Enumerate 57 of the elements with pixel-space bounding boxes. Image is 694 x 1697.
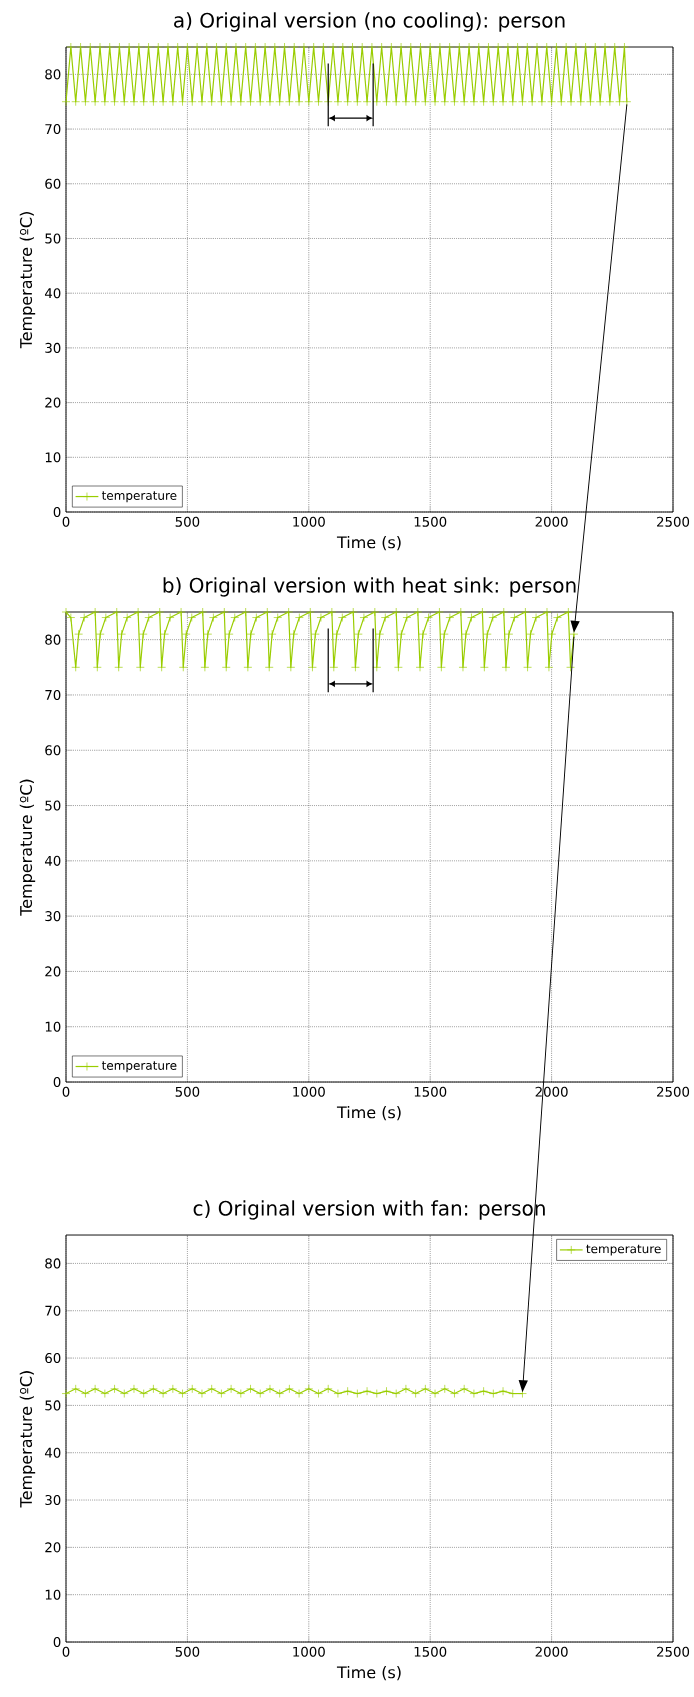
x-tick-label: 1500 [414,1646,447,1657]
y-tick-label: 70 [45,689,61,700]
x-tick-label: 2000 [535,1086,568,1097]
x-tick-label: 0 [62,516,70,527]
x-tick-label: 500 [175,516,200,527]
y-tick-label: 50 [45,233,61,244]
y-axis-title: Temperature (ºC) [19,212,36,349]
legend-label: temperature [586,1244,661,1256]
y-tick-label: 60 [45,1353,61,1364]
y-tick-label: 20 [45,1542,61,1553]
y-tick-label: 0 [53,1076,61,1088]
chart-title: a) Original version (no cooling): person [174,12,565,32]
x-tick-label: 2500 [657,1086,690,1097]
y-tick-label: 30 [45,342,61,353]
y-tick-label: 50 [45,800,61,811]
y-tick-label: 70 [45,1305,61,1316]
x-tick-label: 2000 [535,1646,568,1657]
legend-label: temperature [101,491,177,503]
x-tick-label: 2000 [535,516,568,527]
x-tick-label: 0 [62,1086,70,1097]
y-tick-label: 10 [45,1021,61,1032]
y-tick-label: 40 [44,1447,61,1458]
x-axis-title: Time (s) [336,1665,401,1681]
y-tick-label: 0 [53,1636,61,1648]
chart-title: b) Original version with heat sink: person [163,577,576,597]
y-tick-label: 10 [45,452,61,463]
y-tick-label: 50 [45,1400,61,1411]
x-tick-label: 0 [62,1646,70,1657]
x-axis-title: Time (s) [336,1105,401,1121]
y-tick-label: 30 [45,911,61,922]
y-axis-title: Temperature (ºC) [19,779,36,916]
y-tick-label: 20 [45,966,61,977]
x-tick-label: 1000 [293,516,325,527]
x-tick-label: 2500 [657,1646,690,1657]
y-tick-label: 80 [45,634,61,645]
y-tick-label: 60 [45,178,61,189]
x-tick-label: 500 [175,1646,200,1657]
x-axis-title: Time (s) [336,535,401,551]
x-tick-label: 1000 [293,1086,325,1097]
y-tick-label: 70 [45,124,61,135]
x-tick-label: 500 [175,1086,200,1097]
y-tick-label: 30 [45,1494,61,1506]
x-tick-label: 1000 [293,1646,325,1657]
y-tick-label: 60 [45,745,61,756]
y-tick-label: 40 [44,855,61,866]
y-axis-title: Temperature (ºC) [19,1371,36,1508]
y-tick-label: 0 [53,506,61,518]
y-tick-label: 10 [45,1589,61,1600]
legend-label: temperature [101,1061,177,1073]
chart-title: c) Original version with fan: person [193,1200,545,1220]
y-tick-label: 80 [45,1258,61,1269]
y-tick-label: 20 [45,397,61,408]
y-tick-label: 40 [44,288,61,299]
x-tick-label: 1500 [414,1086,447,1097]
y-tick-label: 80 [45,69,61,80]
x-tick-label: 2500 [657,516,690,527]
x-tick-label: 1500 [414,516,447,527]
